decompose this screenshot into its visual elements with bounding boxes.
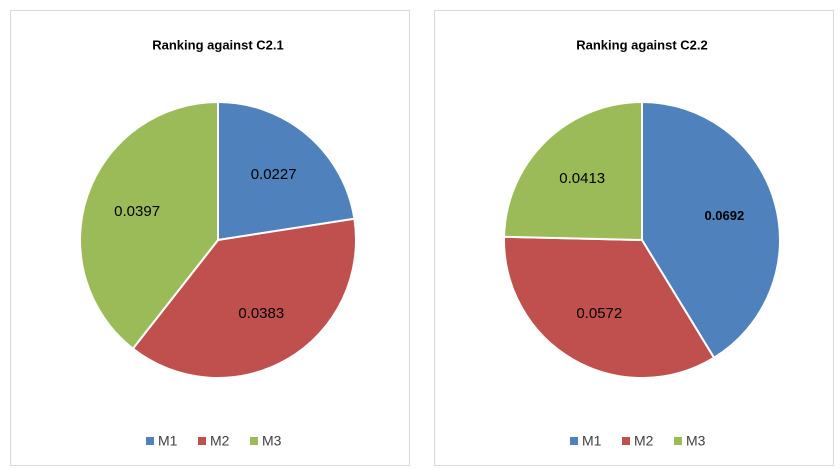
legend-swatch <box>198 437 206 445</box>
pie-slice <box>503 100 643 242</box>
data-label: 0.0397 <box>114 203 160 220</box>
pie-slice <box>131 217 357 379</box>
legend-label: M1 <box>582 433 602 449</box>
data-label: 0.0572 <box>576 305 622 322</box>
chart: Ranking against C2.2 0.0692 0.0572 0.0413 M1… <box>503 37 781 449</box>
pie-slice <box>79 100 219 351</box>
data-label: 0.0692 <box>704 208 744 223</box>
pie-slice <box>217 100 356 242</box>
data-label: 0.0383 <box>238 305 284 322</box>
legend-swatch <box>146 437 154 445</box>
chart: Ranking against C2.1 0.0227 0.0383 0.0397 M1… <box>79 37 357 449</box>
legend-swatch <box>250 437 258 445</box>
data-label: 0.0227 <box>251 166 297 183</box>
legend-label: M2 <box>210 433 230 449</box>
legend-swatch <box>570 437 578 445</box>
data-label: 0.0413 <box>559 170 605 187</box>
chart-title: Ranking against C2.2 <box>576 37 707 52</box>
legend-label: M3 <box>686 433 706 449</box>
chart-title: Ranking against C2.1 <box>152 37 283 52</box>
legend-label: M3 <box>262 433 282 449</box>
pie-slice <box>503 235 716 379</box>
legend-swatch <box>622 437 630 445</box>
legend-label: M1 <box>158 433 178 449</box>
legend-swatch <box>674 437 682 445</box>
legend-label: M2 <box>634 433 654 449</box>
pie-slice <box>641 100 781 360</box>
